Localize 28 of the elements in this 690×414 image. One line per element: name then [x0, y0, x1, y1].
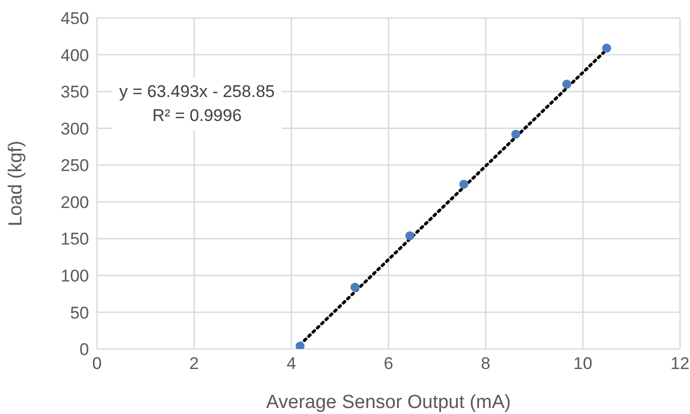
y-tick-label: 200 [60, 192, 89, 212]
annotation: R² = 0.9996 [151, 105, 243, 127]
x-tick-label: 0 [92, 354, 102, 374]
y-tick-label: 350 [60, 82, 89, 102]
x-tick-label: 4 [286, 354, 296, 374]
point [405, 231, 414, 240]
y-tick-label: 0 [80, 340, 89, 360]
point [511, 130, 520, 139]
x-tick-label: 6 [384, 354, 394, 374]
point [296, 342, 305, 349]
x-axis-title: Average Sensor Output (mA) [266, 392, 511, 413]
point [459, 180, 468, 189]
y-tick-label: 300 [60, 119, 89, 138]
point [602, 44, 612, 53]
y-tick-label: 150 [60, 230, 89, 249]
y-axis-title: Load (kgf) [6, 140, 27, 226]
y-tick-label: 450 [60, 9, 89, 28]
annotation: y = 63.493x - 258.85 [118, 81, 276, 103]
y-tick-label: 400 [60, 46, 89, 65]
y-tick-label: 50 [70, 303, 89, 322]
y-tick-label: 100 [60, 266, 89, 286]
x-tick-label: 10 [573, 354, 592, 374]
y-tick-label: 250 [60, 156, 89, 176]
x-tick-label: 2 [189, 354, 199, 374]
x-tick-label: 8 [480, 354, 490, 374]
point [562, 80, 572, 89]
point [350, 282, 360, 292]
x-tick-label: 12 [670, 354, 690, 374]
